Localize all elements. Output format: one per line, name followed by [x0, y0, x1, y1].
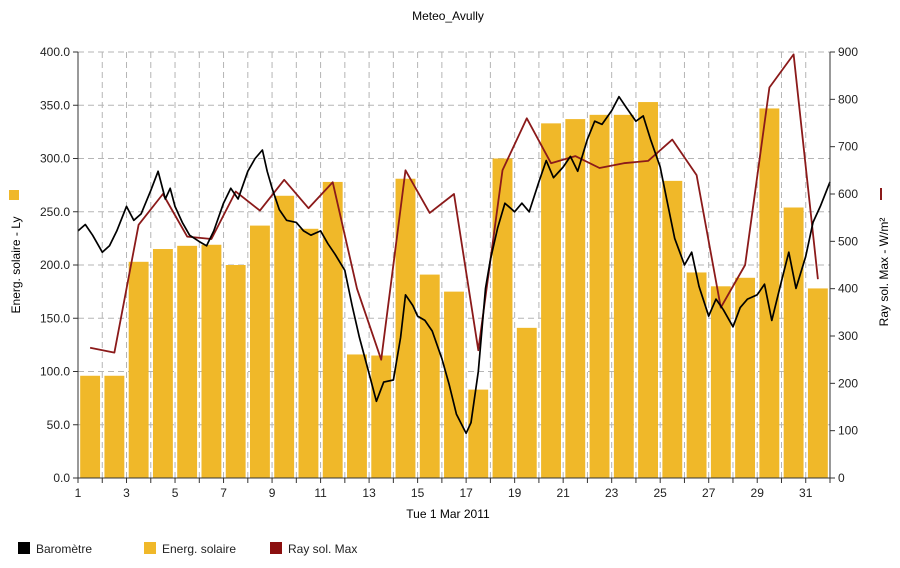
- bar: [613, 114, 634, 479]
- x-tick-label: 19: [508, 486, 522, 500]
- bar: [104, 375, 125, 478]
- bar: [589, 114, 610, 479]
- bar: [492, 158, 513, 478]
- y-axis-right-title: Ray sol. Max - W/m²: [877, 218, 891, 327]
- bar: [152, 249, 173, 478]
- y-right-tick-label: 200: [838, 376, 858, 390]
- bar: [177, 245, 198, 478]
- x-tick-label: 27: [702, 486, 716, 500]
- legend-label: Baromètre: [36, 542, 92, 556]
- legend-swatch: [270, 542, 282, 554]
- bar: [419, 274, 440, 478]
- x-tick-label: 25: [654, 486, 668, 500]
- x-tick-label: 23: [605, 486, 619, 500]
- axes: 0.0 50.0 100.0 150.0 200.0 250.0 300.0 350.0 400…: [40, 45, 858, 500]
- y-right-tick-label: 700: [838, 140, 858, 154]
- x-tick-label: 3: [123, 486, 130, 500]
- x-tick-label: 11: [314, 486, 327, 500]
- bar: [322, 181, 343, 478]
- bars-energ-solaire: [80, 102, 828, 479]
- bar: [298, 228, 319, 478]
- bar: [249, 225, 270, 478]
- y-right-tick-label: 0: [838, 471, 845, 485]
- bar: [201, 244, 222, 478]
- bar: [565, 119, 586, 478]
- x-tick-label: 5: [172, 486, 179, 500]
- y-right-tick-label: 100: [838, 424, 858, 438]
- left-axis-legend-swatch: [9, 190, 19, 200]
- bar: [807, 288, 828, 478]
- bar: [662, 180, 683, 479]
- bar: [638, 102, 659, 479]
- series-line-barometre: [77, 95, 831, 435]
- bar: [686, 272, 707, 478]
- y-left-tick-label: 50.0: [47, 418, 71, 432]
- x-tick-label: 15: [411, 486, 425, 500]
- bar: [541, 123, 561, 478]
- bar: [225, 265, 246, 478]
- bar: [735, 277, 756, 478]
- x-tick-label: 9: [269, 486, 276, 500]
- y-right-tick-label: 400: [838, 282, 858, 296]
- x-tick-label: 21: [556, 486, 570, 500]
- x-tick-label: 17: [459, 486, 473, 500]
- y-left-tick-label: 300.0: [40, 152, 70, 166]
- bar: [516, 327, 537, 478]
- legend-swatch: [18, 542, 30, 554]
- legend-label: Energ. solaire: [162, 542, 236, 556]
- y-left-tick-label: 400.0: [40, 45, 70, 59]
- legend-swatch: [144, 542, 156, 554]
- lines: [77, 53, 831, 435]
- bar: [759, 108, 780, 478]
- y-left-tick-label: 200.0: [40, 258, 70, 272]
- x-tick-label: 7: [220, 486, 227, 500]
- y-right-tick-label: 900: [838, 45, 858, 59]
- bar: [710, 286, 731, 478]
- x-axis-title: Tue 1 Mar 2011: [406, 507, 490, 521]
- y-left-tick-label: 0.0: [53, 471, 70, 485]
- bar: [80, 375, 101, 478]
- x-tick-label: 13: [362, 486, 376, 500]
- x-tick-label: 1: [75, 486, 82, 500]
- bar: [128, 261, 149, 478]
- bar: [347, 354, 367, 478]
- y-left-tick-label: 250.0: [40, 205, 70, 219]
- bar: [371, 355, 392, 478]
- bar: [468, 389, 489, 478]
- y-right-tick-label: 500: [838, 234, 858, 248]
- bar: [395, 178, 416, 479]
- legend: Baromètre Energ. solaire Ray sol. Max: [18, 542, 357, 556]
- y-right-tick-label: 300: [838, 329, 858, 343]
- series-line-ray-sol-max: [89, 53, 819, 361]
- y-axis-left-title: Energ. solaire - Ly: [9, 217, 23, 314]
- right-axis-legend-swatch: [880, 188, 882, 200]
- x-tick-label: 29: [751, 486, 765, 500]
- x-tick-label: 31: [799, 486, 813, 500]
- y-right-tick-label: 600: [838, 187, 858, 201]
- chart-title: Meteo_Avully: [412, 9, 484, 23]
- bar: [783, 207, 804, 479]
- y-left-tick-label: 350.0: [40, 98, 70, 112]
- bar: [444, 291, 464, 478]
- legend-label: Ray sol. Max: [288, 542, 357, 556]
- y-right-tick-label: 800: [838, 92, 858, 106]
- bar: [274, 195, 295, 478]
- y-left-tick-label: 150.0: [40, 311, 70, 325]
- y-left-tick-label: 100.0: [40, 365, 70, 379]
